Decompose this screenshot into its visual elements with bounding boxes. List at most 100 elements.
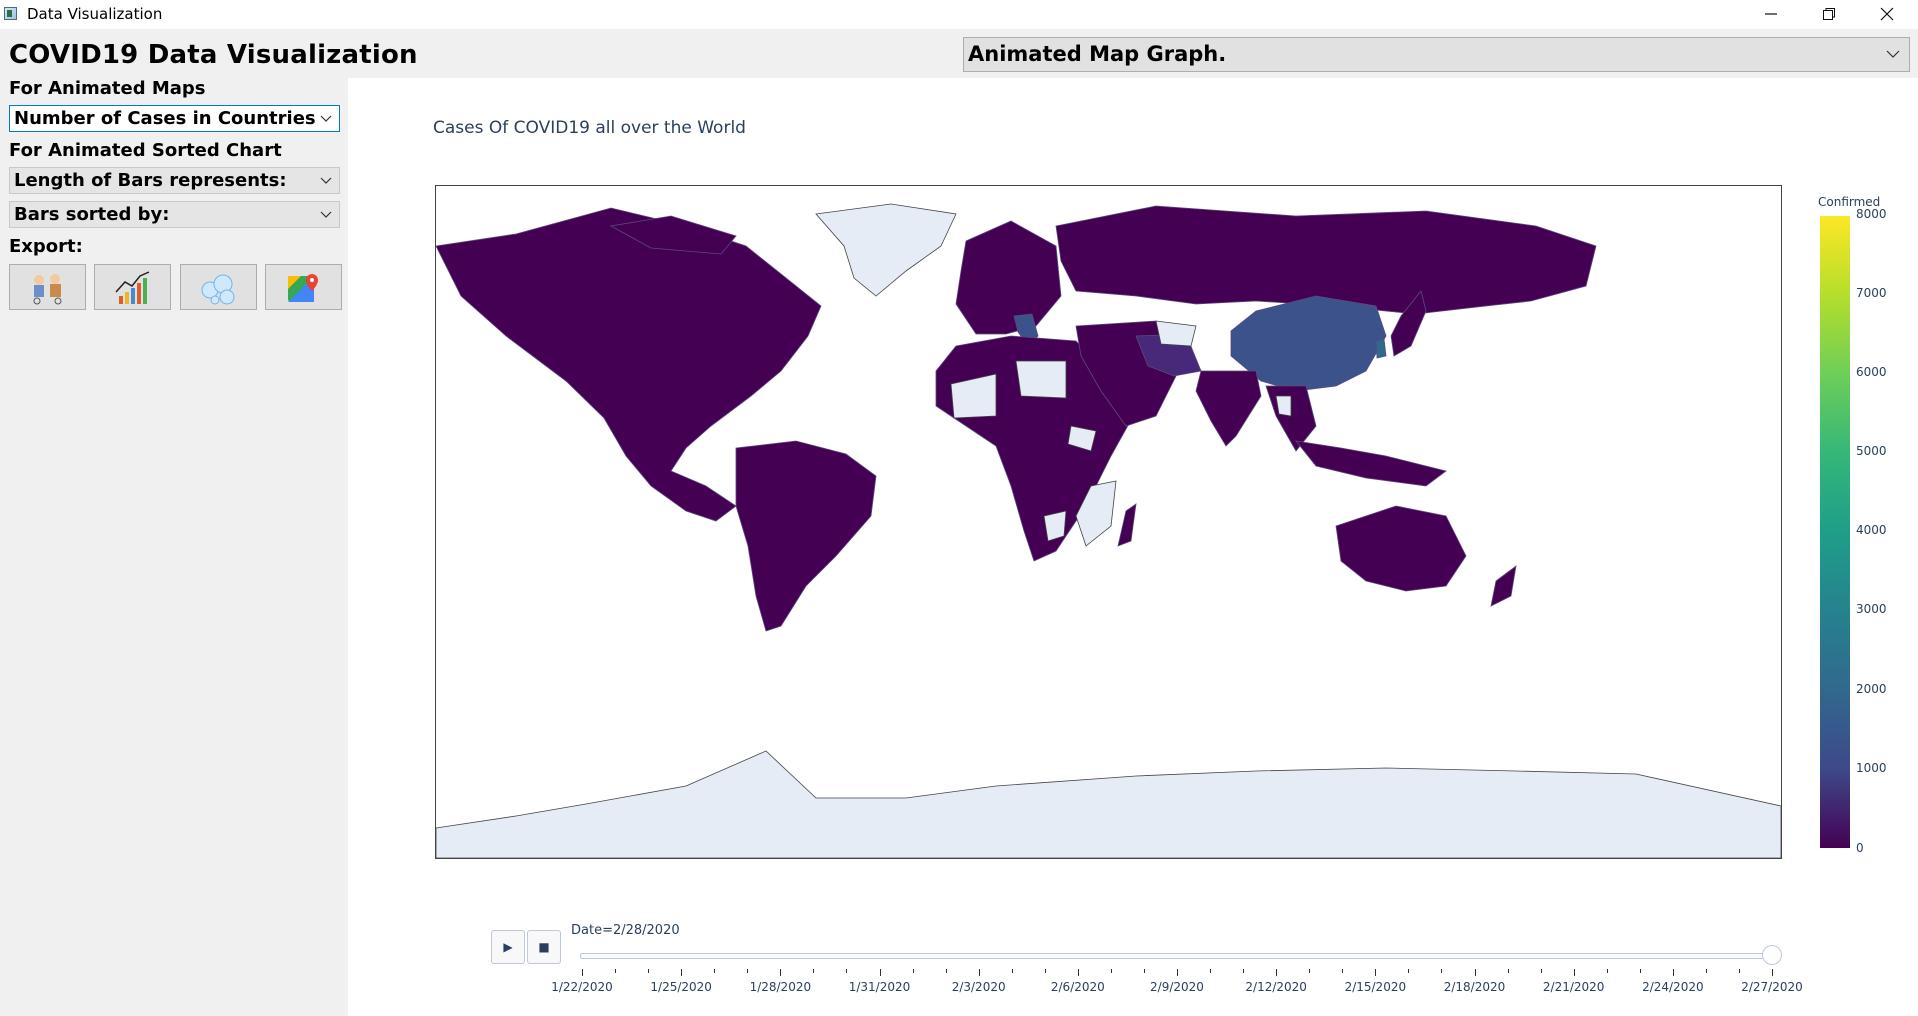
slider-tick-mark xyxy=(1177,969,1178,976)
chevron-down-icon xyxy=(1886,50,1900,58)
colorbar-tick: 7000 xyxy=(1856,286,1887,300)
slider-current-label: Date=2/28/2020 xyxy=(571,923,680,938)
slider-tick-mark xyxy=(1772,969,1773,976)
slider-tick-label[interactable]: 1/25/2020 xyxy=(650,980,712,994)
bar-length-select-value: Length of Bars represents: xyxy=(14,170,287,191)
slider-minor-tick xyxy=(1309,969,1311,973)
slider-minor-tick xyxy=(1210,969,1212,973)
colorbar xyxy=(1820,216,1850,848)
animated-maps-select-value: Number of Cases in Countries xyxy=(14,108,316,129)
colorbar-title: Confirmed xyxy=(1818,195,1881,209)
colorbar-tick: 6000 xyxy=(1856,365,1887,379)
date-slider-handle[interactable] xyxy=(1762,945,1782,965)
colorbar-tick: 3000 xyxy=(1856,602,1887,616)
slider-tick-mark xyxy=(582,969,583,976)
slider-minor-tick xyxy=(813,969,815,973)
chevron-down-icon xyxy=(320,211,332,218)
slider-tick-label[interactable]: 2/15/2020 xyxy=(1344,980,1407,994)
slider-tick-mark xyxy=(1077,969,1079,976)
greenland-region xyxy=(815,203,957,297)
colorbar-tick: 5000 xyxy=(1856,444,1887,458)
slider-minor-tick xyxy=(912,969,914,973)
slider-tick-mark xyxy=(879,969,881,976)
play-button[interactable]: ▶ xyxy=(491,930,525,964)
colorbar-tick: 4000 xyxy=(1856,523,1887,537)
slider-minor-tick xyxy=(846,969,848,973)
world-choropleth-map[interactable] xyxy=(435,185,1782,859)
stop-icon: ■ xyxy=(538,940,550,954)
slider-minor-tick xyxy=(1705,969,1707,973)
japan-region xyxy=(1390,290,1427,357)
slider-minor-tick xyxy=(1507,969,1509,973)
slider-minor-tick xyxy=(945,969,947,973)
slider-tick-mark xyxy=(1474,969,1476,976)
slider-tick-label[interactable]: 2/27/2020 xyxy=(1741,980,1803,994)
slider-tick-mark xyxy=(681,969,683,976)
slider-minor-tick xyxy=(1110,969,1112,973)
slider-minor-tick xyxy=(1044,969,1046,973)
window-title: Data Visualization xyxy=(27,5,163,23)
slider-tick-label[interactable]: 1/28/2020 xyxy=(749,980,812,994)
slider-minor-tick xyxy=(1540,969,1542,973)
date-slider-rail[interactable] xyxy=(580,953,1774,959)
slider-tick-mark xyxy=(1276,969,1278,976)
china-region xyxy=(1230,295,1387,392)
slider-minor-tick xyxy=(1639,969,1641,973)
restore-button[interactable] xyxy=(1800,0,1858,29)
slider-tick-label[interactable]: 1/22/2020 xyxy=(551,980,613,994)
slider-tick-mark xyxy=(780,969,782,976)
export-map-button[interactable] xyxy=(265,264,342,310)
slider-minor-tick xyxy=(1011,969,1013,973)
colorbar-tick: 0 xyxy=(1856,841,1864,855)
graph-type-select-value: Animated Map Graph. xyxy=(968,42,1227,66)
close-button[interactable] xyxy=(1858,0,1916,29)
export-sorted-chart-button[interactable] xyxy=(94,264,171,310)
slider-minor-tick xyxy=(1738,969,1740,973)
slider-tick-label[interactable]: 2/21/2020 xyxy=(1542,980,1605,994)
animated-maps-select[interactable]: Number of Cases in Countries xyxy=(9,105,340,132)
slider-tick-mark xyxy=(1672,969,1674,976)
restore-icon xyxy=(1823,8,1835,20)
slider-tick-mark xyxy=(1375,969,1377,976)
export-bubble-button[interactable] xyxy=(180,264,257,310)
slider-tick-mark xyxy=(978,969,980,976)
bar-length-select[interactable]: Length of Bars represents: xyxy=(9,167,340,194)
slider-tick-label[interactable]: 2/12/2020 xyxy=(1245,980,1307,994)
slider-minor-tick xyxy=(714,969,716,973)
play-icon: ▶ xyxy=(503,940,513,954)
animated-maps-label: For Animated Maps xyxy=(9,78,206,99)
app-heading: COVID19 Data Visualization xyxy=(9,40,418,70)
india-region xyxy=(1195,370,1262,447)
slider-tick-label[interactable]: 2/6/2020 xyxy=(1050,980,1105,994)
slider-tick-label[interactable]: 2/18/2020 xyxy=(1443,980,1506,994)
south-korea-region xyxy=(1375,338,1387,359)
world-map-svg xyxy=(436,203,1781,858)
colorbar-tick: 1000 xyxy=(1856,761,1887,775)
slider-tick-mark xyxy=(1573,969,1575,976)
slider-tick-label[interactable]: 1/31/2020 xyxy=(848,980,911,994)
minimize-button[interactable] xyxy=(1742,0,1800,29)
bubbles-icon xyxy=(201,274,235,305)
chart-title: Cases Of COVID19 all over the World xyxy=(433,118,746,138)
slider-minor-tick xyxy=(1342,969,1344,973)
antarctica-region xyxy=(436,750,1781,858)
stop-button[interactable]: ■ xyxy=(527,930,561,964)
graph-type-select[interactable]: Animated Map Graph. xyxy=(963,37,1910,72)
minimize-icon xyxy=(1765,13,1777,15)
bar-sort-select[interactable]: Bars sorted by: xyxy=(9,201,340,228)
slider-minor-tick xyxy=(1243,969,1245,973)
slider-tick-label[interactable]: 2/3/2020 xyxy=(951,980,1006,994)
maps-icon xyxy=(288,274,318,302)
chevron-down-icon xyxy=(320,177,332,184)
colorbar-tick: 8000 xyxy=(1856,207,1887,221)
slider-tick-label[interactable]: 2/24/2020 xyxy=(1642,980,1704,994)
bar-sort-select-value: Bars sorted by: xyxy=(14,204,170,225)
export-people-button[interactable] xyxy=(9,264,86,310)
slider-minor-tick xyxy=(1606,969,1608,973)
close-icon xyxy=(1880,7,1894,21)
growth-chart-icon xyxy=(115,271,150,304)
slider-minor-tick xyxy=(1143,969,1145,973)
people-icon xyxy=(33,274,62,305)
slider-minor-tick xyxy=(615,969,617,973)
slider-tick-label[interactable]: 2/9/2020 xyxy=(1150,980,1204,994)
